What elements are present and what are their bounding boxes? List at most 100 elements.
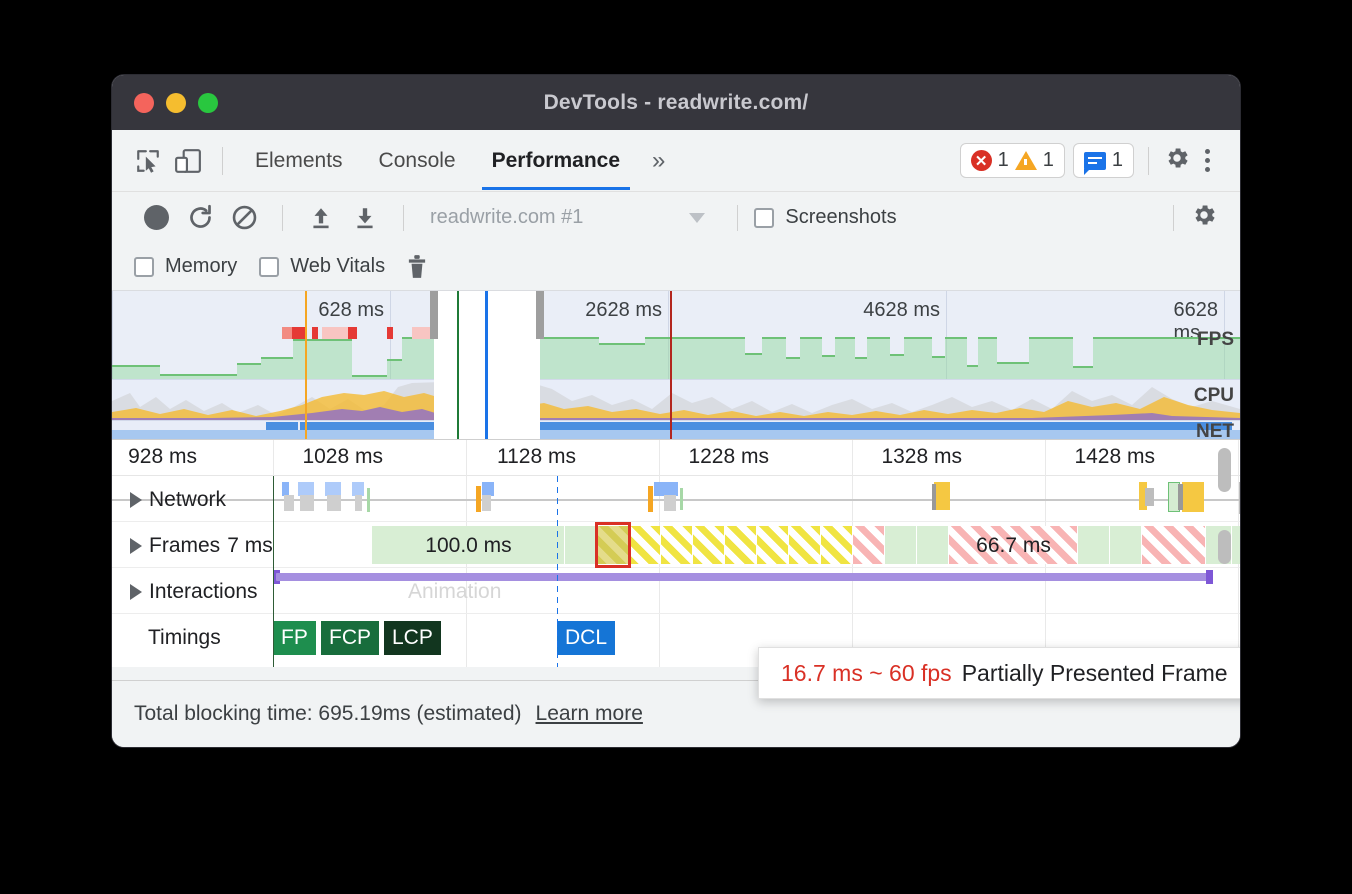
track-row-network[interactable]: Network [112, 476, 1240, 522]
clear-icon[interactable] [222, 198, 266, 238]
minimize-window-button[interactable] [166, 92, 186, 113]
issues-counter[interactable]: ✕ 1 1 [959, 143, 1065, 178]
tab-elements[interactable]: Elements [255, 148, 343, 172]
timings-row-label: Timings [148, 626, 221, 649]
selected-frame-highlight[interactable] [595, 522, 631, 568]
overview-cpu-label: CPU [1193, 385, 1234, 406]
expand-triangle-icon[interactable] [130, 538, 142, 554]
load-marker-line [670, 291, 672, 439]
timing-chip-fcp[interactable]: FCP [321, 621, 379, 655]
tracks-ruler: 928 ms 1028 ms 1128 ms 1228 ms 1328 ms 1… [112, 440, 1240, 667]
timing-chip-fp[interactable]: FP [273, 621, 316, 655]
frame-tooltip: 16.7 ms ~ 60 fps Partially Presented Fra… [758, 647, 1240, 699]
toolbar-divider [222, 146, 223, 175]
tracks-tick-4: 1328 ms [881, 445, 962, 468]
web-vitals-label: Web Vitals [290, 255, 386, 277]
frame-label-100ms: 100.0 ms [425, 534, 512, 557]
track-row-interactions[interactable]: Interactions Animation [112, 568, 1240, 614]
sidebar-item-frames[interactable]: Frames 7 ms [130, 534, 273, 558]
record-circle-icon[interactable] [134, 198, 178, 238]
perf-divider-1 [282, 204, 283, 231]
timing-chip-lcp[interactable]: LCP [384, 621, 441, 655]
perf-divider-3 [737, 204, 739, 231]
kebab-menu-icon[interactable] [1191, 149, 1224, 172]
overview-tick-1: 2628 ms [585, 299, 662, 321]
tracks-tick-5: 1428 ms [1074, 445, 1155, 468]
save-profile-icon[interactable] [343, 198, 387, 238]
lcp-guide-line [273, 476, 274, 667]
frames-row-label: Frames [149, 534, 221, 557]
tab-performance[interactable]: Performance [474, 132, 638, 190]
timing-chip-dcl[interactable]: DCL [557, 621, 616, 655]
overview-net-band [112, 420, 1240, 439]
inspect-element-icon[interactable] [128, 141, 168, 181]
overview-net-label: NET [1196, 421, 1234, 439]
learn-more-link[interactable]: Learn more [535, 702, 643, 725]
toolbar-divider-2 [1148, 146, 1149, 175]
window-title-bar: DevTools - readwrite.com/ [112, 75, 1240, 130]
tracks-scrollbar-thumb-top[interactable] [1218, 448, 1231, 492]
load-profile-icon[interactable] [299, 198, 343, 238]
performance-toolbar: readwrite.com #1 Screenshots [112, 192, 1240, 243]
gear-icon[interactable] [1163, 144, 1191, 177]
overview-tick-2: 4628 ms [863, 299, 940, 321]
animation-end-cap [1206, 570, 1213, 584]
window-title: DevTools - readwrite.com/ [543, 90, 809, 114]
memory-checkbox[interactable] [134, 256, 154, 277]
overview-timeline[interactable]: 628 ms 2628 ms 4628 ms 6628 ms [112, 291, 1240, 439]
screenshots-checkbox[interactable] [754, 207, 775, 228]
sidebar-item-interactions[interactable]: Interactions [130, 580, 258, 604]
web-vitals-checkbox[interactable] [259, 256, 280, 277]
detail-tracks[interactable]: 928 ms 1028 ms 1128 ms 1228 ms 1328 ms 1… [112, 439, 1240, 667]
expand-triangle-icon[interactable] [130, 584, 142, 600]
tracks-tick-0: 928 ms [128, 445, 197, 468]
overview-cpu-band [112, 379, 1240, 420]
expand-triangle-icon[interactable] [130, 492, 142, 508]
frames-first-duration: 7 ms [227, 534, 273, 557]
tooltip-description: Partially Presented Frame [961, 659, 1228, 686]
animation-bar[interactable] [276, 573, 1208, 581]
close-window-button[interactable] [134, 92, 154, 113]
devtools-window: DevTools - readwrite.com/ Elements Conso… [112, 75, 1240, 747]
selection-handle-right[interactable] [536, 291, 544, 339]
maximize-window-button[interactable] [198, 92, 218, 113]
selection-handle-left[interactable] [430, 291, 438, 339]
tracks-scrollbar-thumb-bottom[interactable] [1218, 530, 1231, 564]
trash-icon[interactable] [407, 254, 427, 280]
network-baseline [112, 499, 1240, 501]
sidebar-item-timings[interactable]: Timings [148, 626, 221, 650]
error-count: 1 [997, 149, 1009, 171]
track-row-timings[interactable]: Timings FP FCP LCP DCL [112, 614, 1240, 660]
tracks-tick-2: 1128 ms [497, 445, 576, 468]
fp-marker-line [305, 291, 307, 439]
overview-tick-0: 628 ms [318, 299, 384, 321]
error-icon: ✕ [970, 150, 992, 171]
screenshots-label: Screenshots [785, 206, 897, 228]
frame-label-667ms: 66.7 ms [976, 534, 1051, 557]
message-count: 1 [1111, 149, 1123, 171]
tooltip-duration: 16.7 ms ~ 60 fps [781, 659, 952, 686]
warning-icon [1014, 151, 1037, 170]
tracks-tick-1: 1028 ms [302, 445, 383, 468]
more-tabs-icon[interactable]: » [652, 146, 666, 174]
capture-settings-gear-icon[interactable] [1190, 201, 1218, 234]
dcl-marker-line [485, 291, 488, 439]
lcp-marker-line [457, 291, 459, 439]
interactions-row-label: Interactions [149, 580, 258, 603]
messages-counter[interactable]: 1 [1072, 143, 1134, 178]
performance-toolbar-secondary: Memory Web Vitals [112, 243, 1240, 291]
track-row-frames[interactable]: Frames 7 ms 100.0 ms 66.7 ms [112, 522, 1240, 568]
overview-fps-label: FPS [1197, 329, 1234, 350]
overview-fps-band [112, 321, 1240, 379]
tab-console[interactable]: Console [378, 148, 456, 172]
tracks-tick-3: 1228 ms [688, 445, 769, 468]
devtools-tab-bar: Elements Console Performance » ✕ 1 1 1 [112, 130, 1240, 192]
sidebar-item-network[interactable]: Network [130, 488, 226, 512]
traffic-lights [134, 75, 218, 130]
memory-label: Memory [165, 255, 238, 277]
chevron-down-icon[interactable] [689, 212, 706, 223]
device-toolbar-icon[interactable] [168, 141, 208, 181]
reload-record-icon[interactable] [178, 198, 222, 238]
profile-selector-value[interactable]: readwrite.com #1 [430, 206, 584, 228]
